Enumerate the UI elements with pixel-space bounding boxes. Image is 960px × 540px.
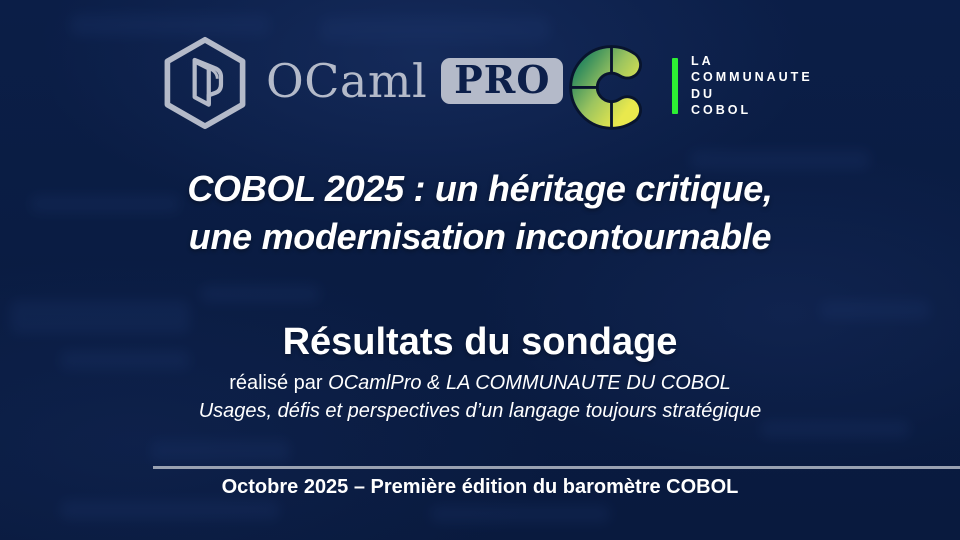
community-line: LA <box>691 53 714 68</box>
footer-divider <box>153 466 960 469</box>
cobol-community-logo: LA COMMUNAUTE DU COBOL <box>564 38 813 133</box>
logo-separator-bar <box>672 57 678 114</box>
byline-prefix: réalisé par <box>229 372 329 394</box>
community-line: COMMUNAUTE <box>691 70 813 84</box>
background-texture-blob <box>200 285 320 303</box>
community-wordmark: LA COMMUNAUTE DU COBOL <box>691 53 813 119</box>
ocaml-wordmark: OCaml <box>266 54 428 108</box>
ocamlpro-hexagon-icon <box>158 36 252 130</box>
background-texture-blob <box>60 500 280 520</box>
background-texture-blob <box>430 505 610 523</box>
cobol-c-icon <box>564 38 659 133</box>
community-line: COBOL <box>691 103 752 117</box>
pro-badge: PRO <box>441 58 564 104</box>
page-title: COBOL 2025 : un héritage critique, une m… <box>0 165 960 261</box>
results-heading: Résultats du sondage <box>282 321 678 363</box>
community-line: DU <box>691 86 716 101</box>
ocamlpro-logo: OCaml PRO <box>158 36 564 130</box>
background-texture-blob <box>820 300 930 320</box>
background-texture-blob <box>150 440 290 462</box>
page-title-line1: COBOL 2025 : un héritage critique, <box>187 168 773 209</box>
tagline: Usages, défis et perspectives d’un langa… <box>198 400 762 422</box>
byline: réalisé par OCamlPro & LA COMMUNAUTE DU … <box>0 370 960 396</box>
byline-organizations: OCamlPro & LA COMMUNAUTE DU COBOL <box>328 372 731 394</box>
page-title-line2: une modernisation incontournable <box>188 216 772 257</box>
footer-edition-text: Octobre 2025 – Première édition du barom… <box>221 476 739 498</box>
background-texture-blob <box>70 14 270 36</box>
